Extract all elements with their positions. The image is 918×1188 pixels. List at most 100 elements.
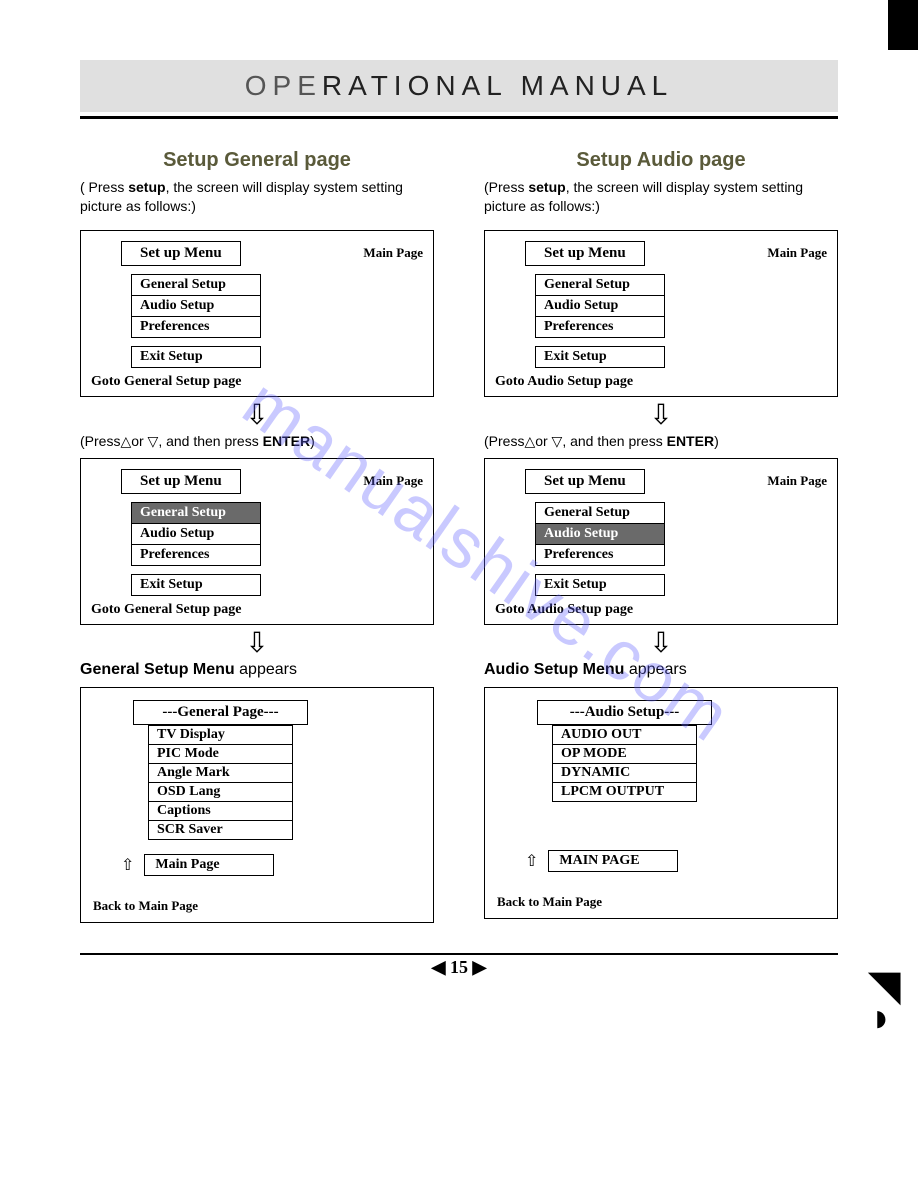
exit-item: Exit Setup (131, 574, 261, 596)
menu-title: Set up Menu (121, 241, 241, 266)
arrow-down-icon: ⇩ (80, 629, 434, 657)
menu-item: Audio Setup (131, 296, 261, 317)
page-number: ◀ 15 ▶ (80, 957, 838, 978)
left-menu-box-2: Set up Menu Main Page General Setup Audi… (80, 458, 434, 625)
submenu-item: SCR Saver (148, 821, 293, 840)
manual-page: OPERATIONAL MANUAL Setup General page ( … (0, 0, 918, 1188)
submenu-item: DYNAMIC (552, 764, 697, 783)
right-instruction: (Press△or ▽, and then press ENTER) (484, 433, 838, 450)
menu-header: Set up Menu Main Page (495, 241, 827, 266)
content-columns: Setup General page ( Press setup, the sc… (80, 149, 838, 923)
submenu-item: PIC Mode (148, 745, 293, 764)
title-underline (80, 116, 838, 119)
text-bold: General Setup Menu (80, 661, 235, 678)
corner-tab (888, 0, 918, 50)
left-menu-box-1: Set up Menu Main Page General Setup Audi… (80, 230, 434, 397)
return-row: ⇧ MAIN PAGE (525, 850, 825, 872)
menu-item-highlighted: Audio Setup (535, 524, 665, 545)
right-submenu-box: ---Audio Setup--- AUDIO OUT OP MODE DYNA… (484, 687, 838, 919)
menu-item: Preferences (131, 317, 261, 338)
menu-title: Set up Menu (525, 241, 645, 266)
left-instruction: (Press△or ▽, and then press ENTER) (80, 433, 434, 450)
menu-footer: Goto General Setup page (91, 374, 423, 390)
menu-item: Preferences (535, 545, 665, 566)
arrow-down-icon: ⇩ (484, 401, 838, 429)
menu-items: General Setup Audio Setup Preferences (131, 274, 423, 338)
menu-item: Audio Setup (535, 296, 665, 317)
text: ) (310, 433, 315, 449)
text-bold: ENTER (667, 433, 714, 449)
menu-item: General Setup (535, 274, 665, 296)
main-page-label: Main Page (363, 473, 423, 489)
menu-item: General Setup (535, 502, 665, 524)
exit-item: Exit Setup (535, 574, 665, 596)
arrow-down-icon: ⇩ (484, 629, 838, 657)
right-subtext: (Press setup, the screen will display sy… (484, 178, 838, 216)
text: ( Press (80, 179, 128, 195)
exit-item: Exit Setup (131, 346, 261, 368)
menu-item: Preferences (535, 317, 665, 338)
submenu-item: TV Display (148, 725, 293, 745)
return-box: MAIN PAGE (548, 850, 678, 872)
menu-footer: Goto General Setup page (91, 602, 423, 618)
submenu-title: ---Audio Setup--- (537, 700, 712, 725)
right-heading: Setup Audio page (484, 149, 838, 172)
side-decoration: ◥◗ (869, 970, 900, 1034)
main-page-label: Main Page (767, 245, 827, 261)
submenu-item: OP MODE (552, 745, 697, 764)
menu-header: Set up Menu Main Page (91, 241, 423, 266)
exit-item: Exit Setup (535, 346, 665, 368)
text: appears (624, 661, 686, 678)
arrow-down-icon: ⇩ (80, 401, 434, 429)
title-weak: OPE (245, 70, 322, 101)
text-bold: setup (128, 179, 165, 195)
main-page-label: Main Page (767, 473, 827, 489)
submenu-items: TV Display PIC Mode Angle Mark OSD Lang … (148, 725, 421, 840)
back-text: Back to Main Page (497, 894, 825, 910)
left-appears: General Setup Menu appears (80, 661, 434, 679)
menu-item: General Setup (131, 274, 261, 296)
text-bold: Audio Setup Menu (484, 661, 624, 678)
menu-header: Set up Menu Main Page (495, 469, 827, 494)
arrow-up-icon: ⇧ (525, 851, 538, 871)
menu-items: General Setup Audio Setup Preferences (535, 502, 827, 566)
submenu-items: AUDIO OUT OP MODE DYNAMIC LPCM OUTPUT (552, 725, 825, 802)
text: (Press△or ▽, and then press (484, 433, 667, 449)
submenu-item: Captions (148, 802, 293, 821)
submenu-item: Angle Mark (148, 764, 293, 783)
right-menu-box-2: Set up Menu Main Page General Setup Audi… (484, 458, 838, 625)
menu-title: Set up Menu (121, 469, 241, 494)
return-row: ⇧ Main Page (121, 854, 421, 876)
left-column: Setup General page ( Press setup, the sc… (80, 149, 434, 923)
right-column: Setup Audio page (Press setup, the scree… (484, 149, 838, 923)
return-box: Main Page (144, 854, 274, 876)
text: appears (235, 661, 297, 678)
menu-items: General Setup Audio Setup Preferences (535, 274, 827, 338)
menu-item: Preferences (131, 545, 261, 566)
menu-item-highlighted: General Setup (131, 502, 261, 524)
menu-items: General Setup Audio Setup Preferences (131, 502, 423, 566)
right-appears: Audio Setup Menu appears (484, 661, 838, 679)
menu-title: Set up Menu (525, 469, 645, 494)
title-banner: OPERATIONAL MANUAL (80, 60, 838, 112)
menu-item: Audio Setup (131, 524, 261, 545)
submenu-item: AUDIO OUT (552, 725, 697, 745)
bottom-rule (80, 953, 838, 955)
text: (Press (484, 179, 528, 195)
text: (Press△or ▽, and then press (80, 433, 263, 449)
text-bold: ENTER (263, 433, 310, 449)
submenu-title: ---General Page--- (133, 700, 308, 725)
submenu-item: LPCM OUTPUT (552, 783, 697, 802)
left-subtext: ( Press setup, the screen will display s… (80, 178, 434, 216)
menu-footer: Goto Audio Setup page (495, 374, 827, 390)
main-page-label: Main Page (363, 245, 423, 261)
menu-header: Set up Menu Main Page (91, 469, 423, 494)
submenu-item: OSD Lang (148, 783, 293, 802)
title-strong: RATIONAL MANUAL (322, 70, 673, 101)
back-text: Back to Main Page (93, 898, 421, 914)
text-bold: setup (528, 179, 565, 195)
left-heading: Setup General page (80, 149, 434, 172)
right-menu-box-1: Set up Menu Main Page General Setup Audi… (484, 230, 838, 397)
left-submenu-box: ---General Page--- TV Display PIC Mode A… (80, 687, 434, 923)
menu-footer: Goto Audio Setup page (495, 602, 827, 618)
